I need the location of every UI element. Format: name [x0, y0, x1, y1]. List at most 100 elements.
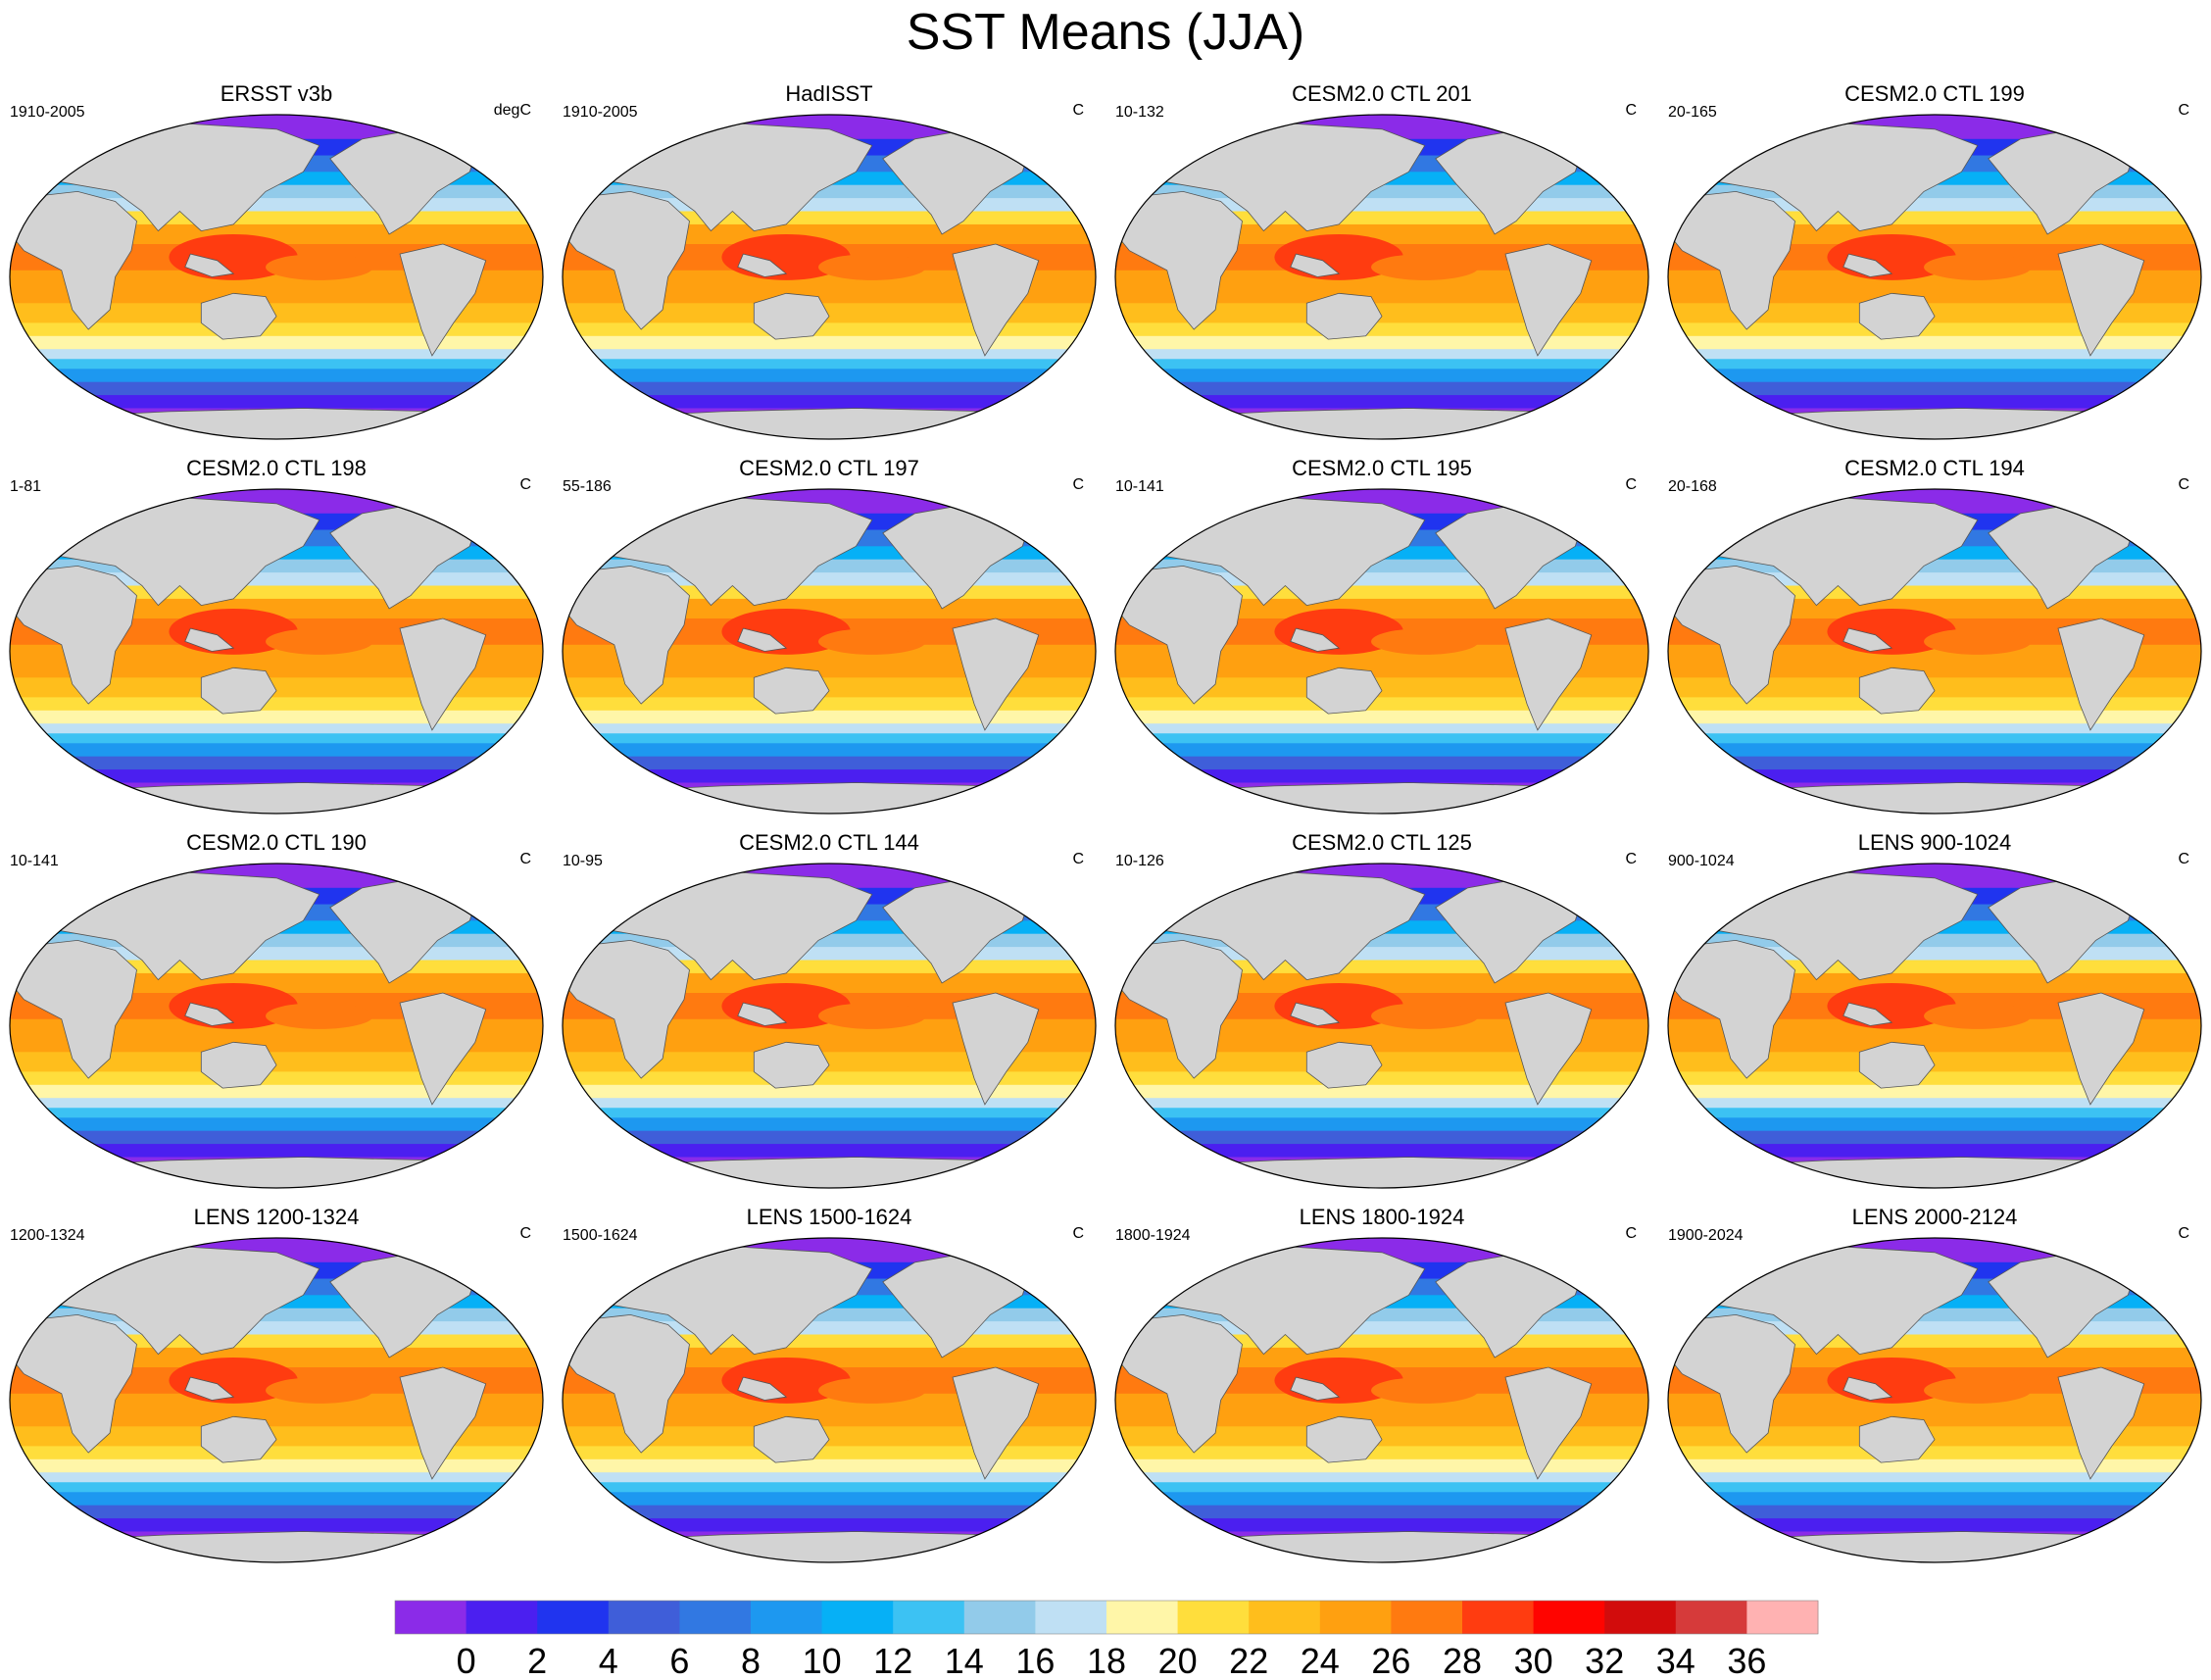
sst-band: [1668, 723, 2201, 735]
warm-pool: [1371, 1003, 1479, 1029]
sst-band: [563, 1472, 1096, 1484]
landmass: [2057, 992, 2145, 1106]
map-panel: CESM2.0 CTL 198 1-81 C: [0, 448, 553, 820]
landmass: [563, 565, 690, 705]
sst-band: [563, 1518, 1096, 1533]
landmass: [1115, 190, 1243, 330]
robinson-map: [9, 488, 544, 815]
sst-band: [10, 1446, 543, 1460]
panel-title: CESM2.0 CTL 194: [1844, 456, 2025, 480]
panel-title: CESM2.0 CTL 199: [1844, 81, 2025, 106]
landmass: [952, 1366, 1040, 1480]
sst-band: [1668, 769, 2201, 784]
robinson-map: [9, 863, 544, 1189]
landmass: [1115, 1313, 1243, 1454]
warm-pool: [1924, 1377, 2032, 1404]
sst-band: [1115, 697, 1648, 712]
sst-band: [10, 1117, 543, 1132]
colorbar-tick-label: 16: [1015, 1641, 1055, 1680]
map-outline: [9, 1237, 544, 1563]
colorbar-tick-label: 18: [1087, 1641, 1126, 1680]
panel-title: HadISST: [785, 81, 873, 106]
sst-band: [563, 349, 1096, 361]
sst-band: [563, 1130, 1096, 1146]
sst-band: [563, 1492, 1096, 1507]
landmass: [952, 618, 1040, 731]
sst-band: [1115, 1347, 1648, 1368]
sst-band: [10, 1052, 543, 1073]
sst-band: [563, 1144, 1096, 1159]
landmass: [184, 1376, 235, 1401]
landmass: [753, 1415, 830, 1463]
sst-band: [563, 743, 1096, 758]
warm-pool: [266, 628, 373, 655]
panel-title: CESM2.0 CTL 125: [1292, 830, 1472, 855]
landmass: [1842, 1002, 1893, 1026]
sst-band: [10, 733, 543, 745]
landmass: [1290, 1376, 1341, 1401]
landmass: [1668, 1313, 1795, 1454]
sst-band: [563, 303, 1096, 324]
sst-band: [563, 1071, 1096, 1086]
landmass: [1842, 1376, 1893, 1401]
colorbar-box: [1035, 1601, 1107, 1634]
warm-pool: [1371, 1377, 1479, 1404]
panel-units: C: [1625, 476, 1637, 493]
sst-band: [1115, 1426, 1648, 1448]
sst-band: [1115, 1492, 1648, 1507]
sst-band: [563, 710, 1096, 725]
sst-band: [1115, 1130, 1648, 1146]
colorbar-tick-label: 34: [1656, 1641, 1695, 1680]
sst-band: [1115, 1446, 1648, 1460]
sst-band: [563, 322, 1096, 337]
sst-band: [10, 1084, 543, 1100]
sst-band: [10, 769, 543, 784]
panel-period: 900-1024: [1668, 853, 1735, 869]
sst-band: [1668, 1458, 2201, 1474]
sst-band: [1115, 1458, 1648, 1474]
map-panel: HadISST 1910-2005 C: [553, 74, 1106, 446]
panel-period: 1200-1324: [10, 1227, 85, 1244]
sst-band: [1115, 1144, 1648, 1159]
panel-units: C: [1625, 1225, 1637, 1242]
panel-period: 1910-2005: [563, 104, 638, 121]
panel-title: CESM2.0 CTL 190: [186, 830, 367, 855]
colorbar-box: [395, 1601, 467, 1634]
sst-band: [1668, 381, 2201, 397]
sst-band: [1668, 1144, 2201, 1159]
sst-band: [1115, 303, 1648, 324]
panel-units: degC: [493, 102, 531, 119]
landmass: [200, 1041, 277, 1089]
sst-band: [1115, 1098, 1648, 1110]
warm-pool: [1924, 1003, 2032, 1029]
sst-band: [563, 381, 1096, 397]
landmass: [737, 253, 788, 277]
warm-pool: [266, 1377, 373, 1404]
colorbar-box: [679, 1601, 752, 1634]
sst-band: [1668, 743, 2201, 758]
map-panel: CESM2.0 CTL 125 10-126 C: [1106, 822, 1658, 1195]
sst-band: [10, 223, 543, 245]
landmass: [1504, 243, 1593, 357]
landmass: [1842, 627, 1893, 652]
sst-band: [1668, 1084, 2201, 1100]
colorbar-tick-label: 30: [1514, 1641, 1553, 1680]
sst-band: [10, 349, 543, 361]
landmass: [2057, 618, 2145, 731]
sst-band: [563, 769, 1096, 784]
sst-band: [10, 1472, 543, 1484]
map-panel: CESM2.0 CTL 199 20-165 C: [1658, 74, 2211, 446]
sst-band: [1668, 1098, 2201, 1110]
sst-band: [1115, 223, 1648, 245]
landmass: [399, 618, 487, 731]
landmass: [184, 1002, 235, 1026]
sst-band: [563, 335, 1096, 351]
sst-band: [563, 1446, 1096, 1460]
landmass: [563, 939, 690, 1079]
warm-pool: [266, 254, 373, 280]
sst-band: [1668, 1108, 2201, 1119]
panel-period: 10-126: [1115, 853, 1164, 869]
sst-band: [1115, 677, 1648, 699]
sst-band: [10, 1492, 543, 1507]
robinson-map: [1667, 488, 2202, 815]
